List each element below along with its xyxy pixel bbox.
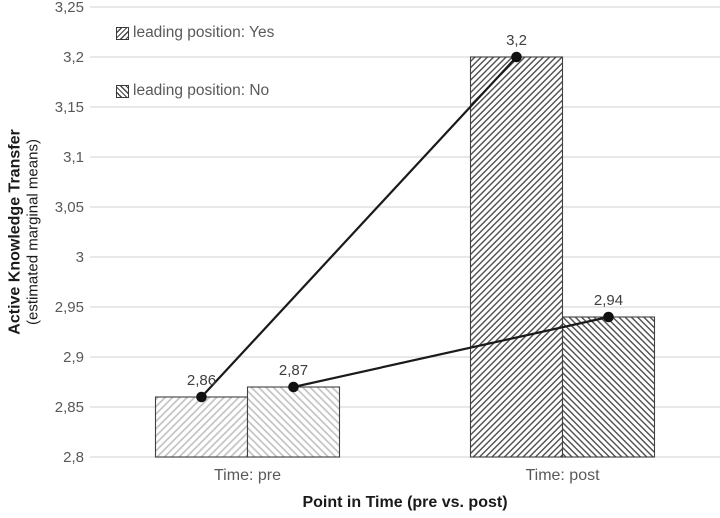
legend: leading position: Yes leading position: …: [116, 21, 274, 137]
y-tick-label: 3,2: [63, 49, 84, 66]
x-category-label: Time: pre: [214, 467, 281, 484]
data-point-marker: [511, 51, 522, 63]
data-label: 2,94: [594, 292, 623, 309]
legend-item-yes: leading position: Yes: [116, 21, 274, 45]
data-point-marker: [288, 381, 299, 393]
y-tick-label: 2,8: [63, 449, 84, 466]
y-axis-title-line1: Active Knowledge Transfer: [6, 129, 24, 335]
x-axis-title: Point in Time (pre vs. post): [302, 494, 508, 511]
y-tick-label: 3,05: [55, 199, 84, 216]
hatch-forward-diagonal-legend-icon: [116, 26, 129, 40]
data-label: 2,87: [279, 362, 308, 379]
legend-label-yes: leading position: Yes: [133, 24, 275, 41]
x-category-label: Time: post: [525, 467, 600, 484]
series-line-no: [293, 315, 609, 389]
hatch-back-diagonal-legend-icon: [116, 84, 129, 98]
data-point-marker: [603, 311, 614, 323]
y-tick-label: 3,1: [63, 149, 84, 166]
y-tick-label: 2,85: [55, 399, 84, 416]
data-label: 3,2: [506, 32, 527, 49]
y-tick-label: 2,9: [63, 349, 84, 366]
bar-yes-post: [469, 56, 564, 458]
y-axis-title: Active Knowledge Transfer (estimated mar…: [6, 129, 43, 334]
data-point-marker: [196, 391, 207, 403]
series-line-yes: [200, 56, 518, 398]
y-tick-label: 3,25: [55, 0, 84, 16]
y-tick-label: 2,95: [55, 299, 84, 316]
y-axis-title-line2: (estimated marginal means): [24, 139, 42, 325]
y-tick-label: 3,15: [55, 99, 84, 116]
data-label: 2,86: [187, 372, 216, 389]
bar-no-pre: [246, 386, 341, 458]
y-tick-label: 3: [76, 249, 84, 266]
legend-label-no: leading position: No: [133, 82, 270, 99]
bar-yes-pre: [154, 396, 249, 458]
legend-item-no: leading position: No: [116, 79, 274, 103]
bar-no-post: [561, 316, 656, 458]
